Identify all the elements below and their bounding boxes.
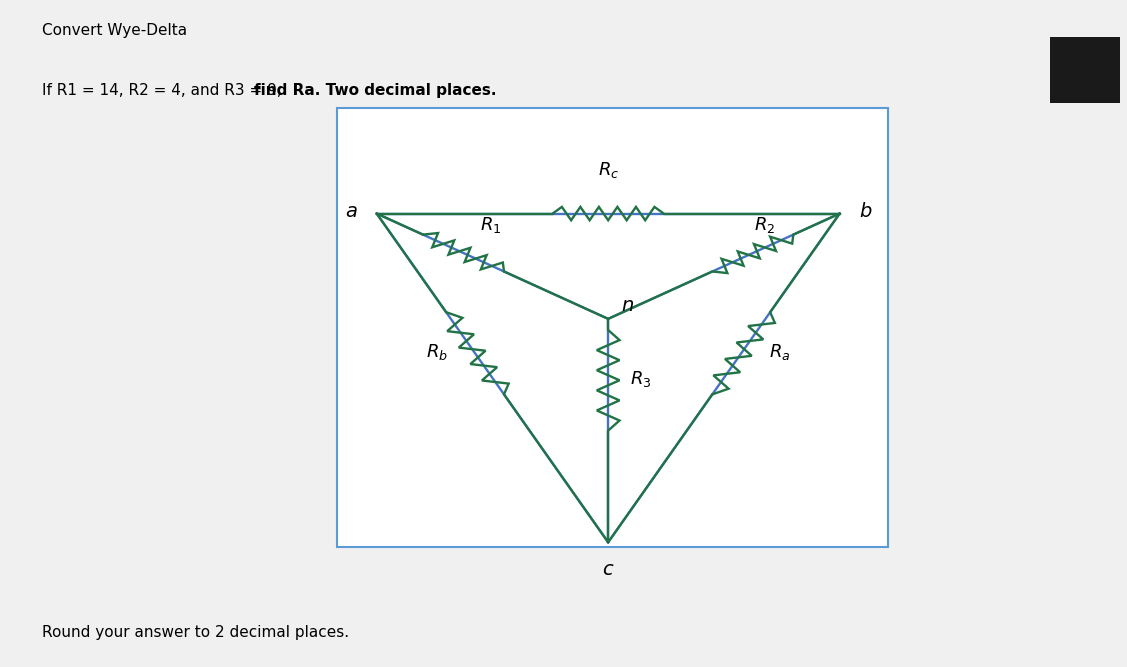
Text: Round your answer to 2 decimal places.: Round your answer to 2 decimal places. [42,626,349,640]
Text: Convert Wye-Delta: Convert Wye-Delta [42,23,187,38]
Bar [337,108,888,548]
Text: $R_a$: $R_a$ [769,342,790,362]
Text: $R_2$: $R_2$ [754,215,775,235]
Text: $a$: $a$ [345,201,357,221]
Text: $R_3$: $R_3$ [630,369,651,389]
Text: $R_b$: $R_b$ [426,342,447,362]
Text: ...: ... [1077,63,1093,77]
Text: $b$: $b$ [859,201,872,221]
Text: find Ra. Two decimal places.: find Ra. Two decimal places. [254,83,496,98]
Text: $R_1$: $R_1$ [480,215,500,235]
Text: $R_c$: $R_c$ [597,160,619,180]
Text: If R1 = 14, R2 = 4, and R3 = 9,: If R1 = 14, R2 = 4, and R3 = 9, [42,83,286,98]
Text: $n$: $n$ [621,295,635,315]
Text: $c$: $c$ [602,560,614,579]
